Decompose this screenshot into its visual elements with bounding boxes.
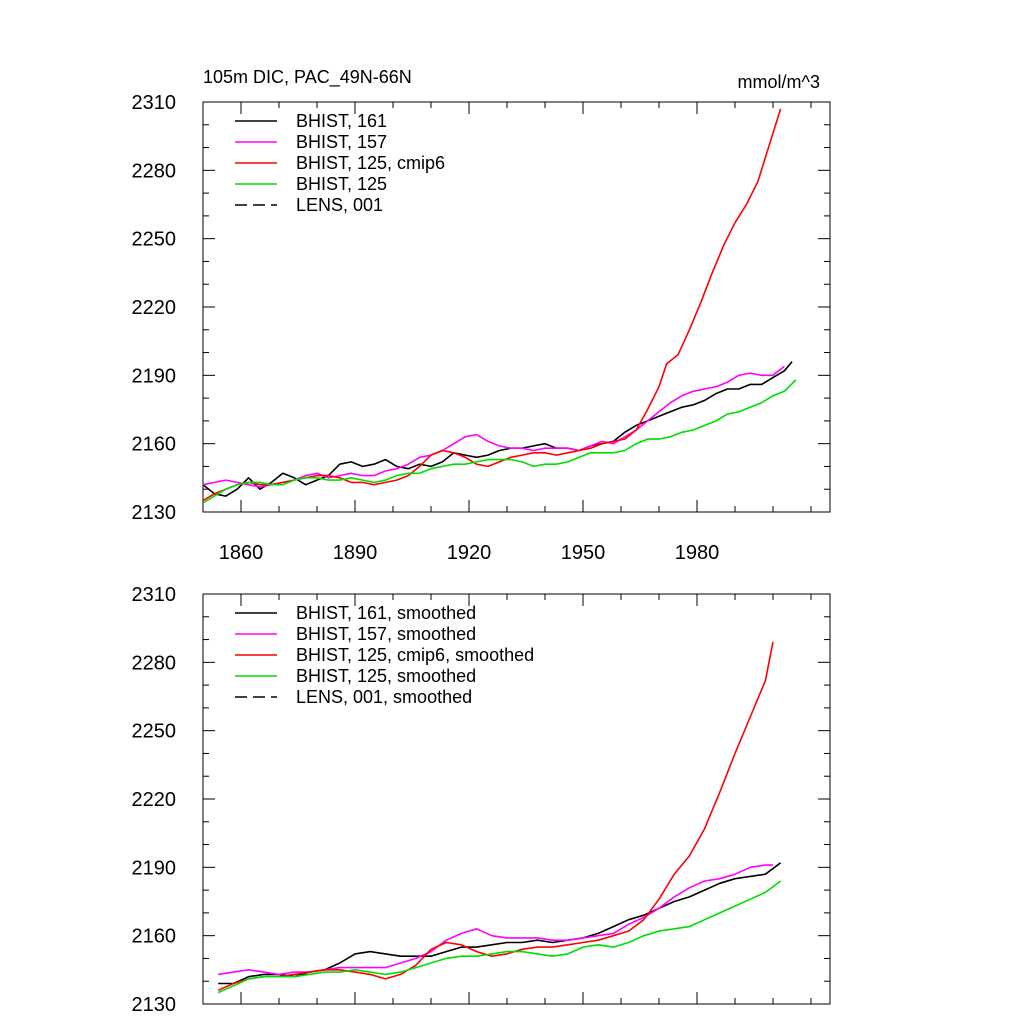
x-tick-label: 1890	[333, 542, 378, 564]
legend-label: BHIST, 125, cmip6, smoothed	[296, 645, 534, 665]
x-tick-label: 1950	[561, 542, 606, 564]
legend-label: BHIST, 157, smoothed	[296, 624, 476, 644]
x-tick-label: 1980	[675, 542, 720, 564]
series-line-1	[202, 365, 785, 488]
legend-label: LENS, 001	[296, 195, 383, 215]
top-panel: 105m DIC, PAC_49N-66N mmol/m^3 1860 1890 1…	[132, 67, 831, 564]
series-line-2	[202, 108, 782, 502]
y-tick-label: 2190	[132, 365, 177, 387]
y-tick-label: 2220	[132, 789, 177, 811]
y-tick-label: 2160	[132, 434, 177, 456]
series-line-1	[218, 864, 773, 976]
legend-label: LENS, 001, smoothed	[296, 687, 472, 707]
y-tick-label: 2190	[132, 857, 177, 879]
x-tick-label: 1920	[447, 542, 492, 564]
legend-label: BHIST, 125, smoothed	[296, 666, 476, 686]
series-line-3	[202, 379, 797, 504]
y-tick-label: 2280	[132, 160, 177, 182]
y-tick-label: 2160	[132, 926, 177, 948]
legend-label: BHIST, 161, smoothed	[296, 603, 476, 623]
y-tick-label: 2250	[132, 721, 177, 743]
legend-label: BHIST, 157	[296, 132, 387, 152]
y-tick-label: 2280	[132, 652, 177, 674]
y-tick-label: 2130	[132, 994, 177, 1016]
units-label: mmol/m^3	[738, 72, 820, 92]
legend-label: BHIST, 125, cmip6	[296, 153, 445, 173]
legend-label: BHIST, 161	[296, 111, 387, 131]
x-tick-label: 1860	[219, 542, 264, 564]
legend-label: BHIST, 125	[296, 174, 387, 194]
series-line-3	[217, 880, 782, 994]
chart-title: 105m DIC, PAC_49N-66N	[203, 67, 412, 88]
bottom-panel: 2130 2160 2190 2220 2250 2280 2310 BHIST, 161, …	[132, 584, 831, 1016]
series-line-2	[217, 641, 774, 992]
series-line-0	[202, 361, 793, 497]
y-tick-label: 2250	[132, 229, 177, 251]
y-tick-label: 2220	[132, 297, 177, 319]
y-tick-label: 2130	[132, 502, 177, 524]
y-tick-label: 2310	[132, 92, 177, 114]
y-tick-label: 2310	[132, 584, 177, 606]
